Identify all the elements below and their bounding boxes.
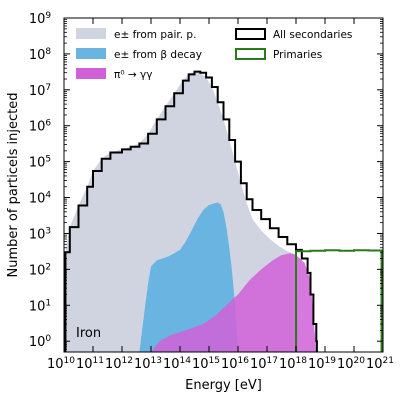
- x-tick-label: 1012: [105, 356, 133, 372]
- legend-label: π⁰ → γγ: [114, 69, 152, 81]
- y-axis-label: Number of particels injected: [6, 93, 21, 278]
- legend-swatch: [235, 48, 266, 60]
- series-line-primaries: [295, 249, 383, 352]
- y-tick-label: 103: [29, 226, 51, 242]
- series-line-all-secondaries: [64, 70, 318, 352]
- x-tick-label: 1014: [163, 356, 191, 372]
- x-tick-label: 1015: [192, 356, 220, 372]
- legend-swatch: [76, 48, 106, 59]
- y-tick-label: 102: [29, 262, 51, 278]
- series-area-: [151, 253, 317, 352]
- x-tick-label: 1017: [250, 356, 278, 372]
- legend-swatch: [235, 28, 266, 40]
- x-tick-label: 1018: [279, 356, 307, 372]
- axes-layer: 1010 1011 1012 1013 1014 1015 1016 1017 1018 1019…: [29, 11, 394, 372]
- x-tick-label: 1021: [366, 356, 394, 372]
- y-tick-label: 104: [29, 191, 52, 207]
- series-area-e-from-decay: [139, 202, 238, 352]
- y-tick-label: 106: [29, 119, 52, 135]
- annotation-label: Iron: [76, 326, 101, 341]
- plot-frame: [63, 17, 384, 353]
- y-tick-label: 109: [29, 11, 52, 27]
- legend-label: Primaries: [273, 49, 322, 61]
- series-area-e-from-pair-p: [64, 71, 299, 352]
- x-tick-label: 1016: [221, 356, 249, 372]
- x-tick-label: 1010: [47, 356, 75, 372]
- y-tick-label: 108: [29, 47, 52, 63]
- x-axis-label: Energy [eV]: [185, 378, 262, 393]
- x-tick-label: 1011: [76, 356, 104, 372]
- series-layer: [64, 70, 383, 352]
- legend-label: e± from pair. p.: [114, 29, 196, 41]
- legend-label: All secondaries: [273, 29, 352, 41]
- legend: e± from pair. p. e± from β decay π⁰ → γγ Al…: [76, 28, 352, 81]
- y-tick-label: 107: [29, 83, 51, 99]
- legend-label: e± from β decay: [114, 49, 202, 61]
- x-tick-label: 1020: [337, 356, 365, 372]
- y-tick-label: 101: [29, 298, 51, 314]
- legend-swatch: [76, 28, 106, 39]
- y-tick-label: 105: [29, 155, 51, 171]
- x-tick-label: 1013: [134, 356, 162, 372]
- legend-swatch: [76, 68, 106, 79]
- x-tick-label: 1019: [308, 356, 336, 372]
- y-tick-label: 100: [29, 334, 52, 350]
